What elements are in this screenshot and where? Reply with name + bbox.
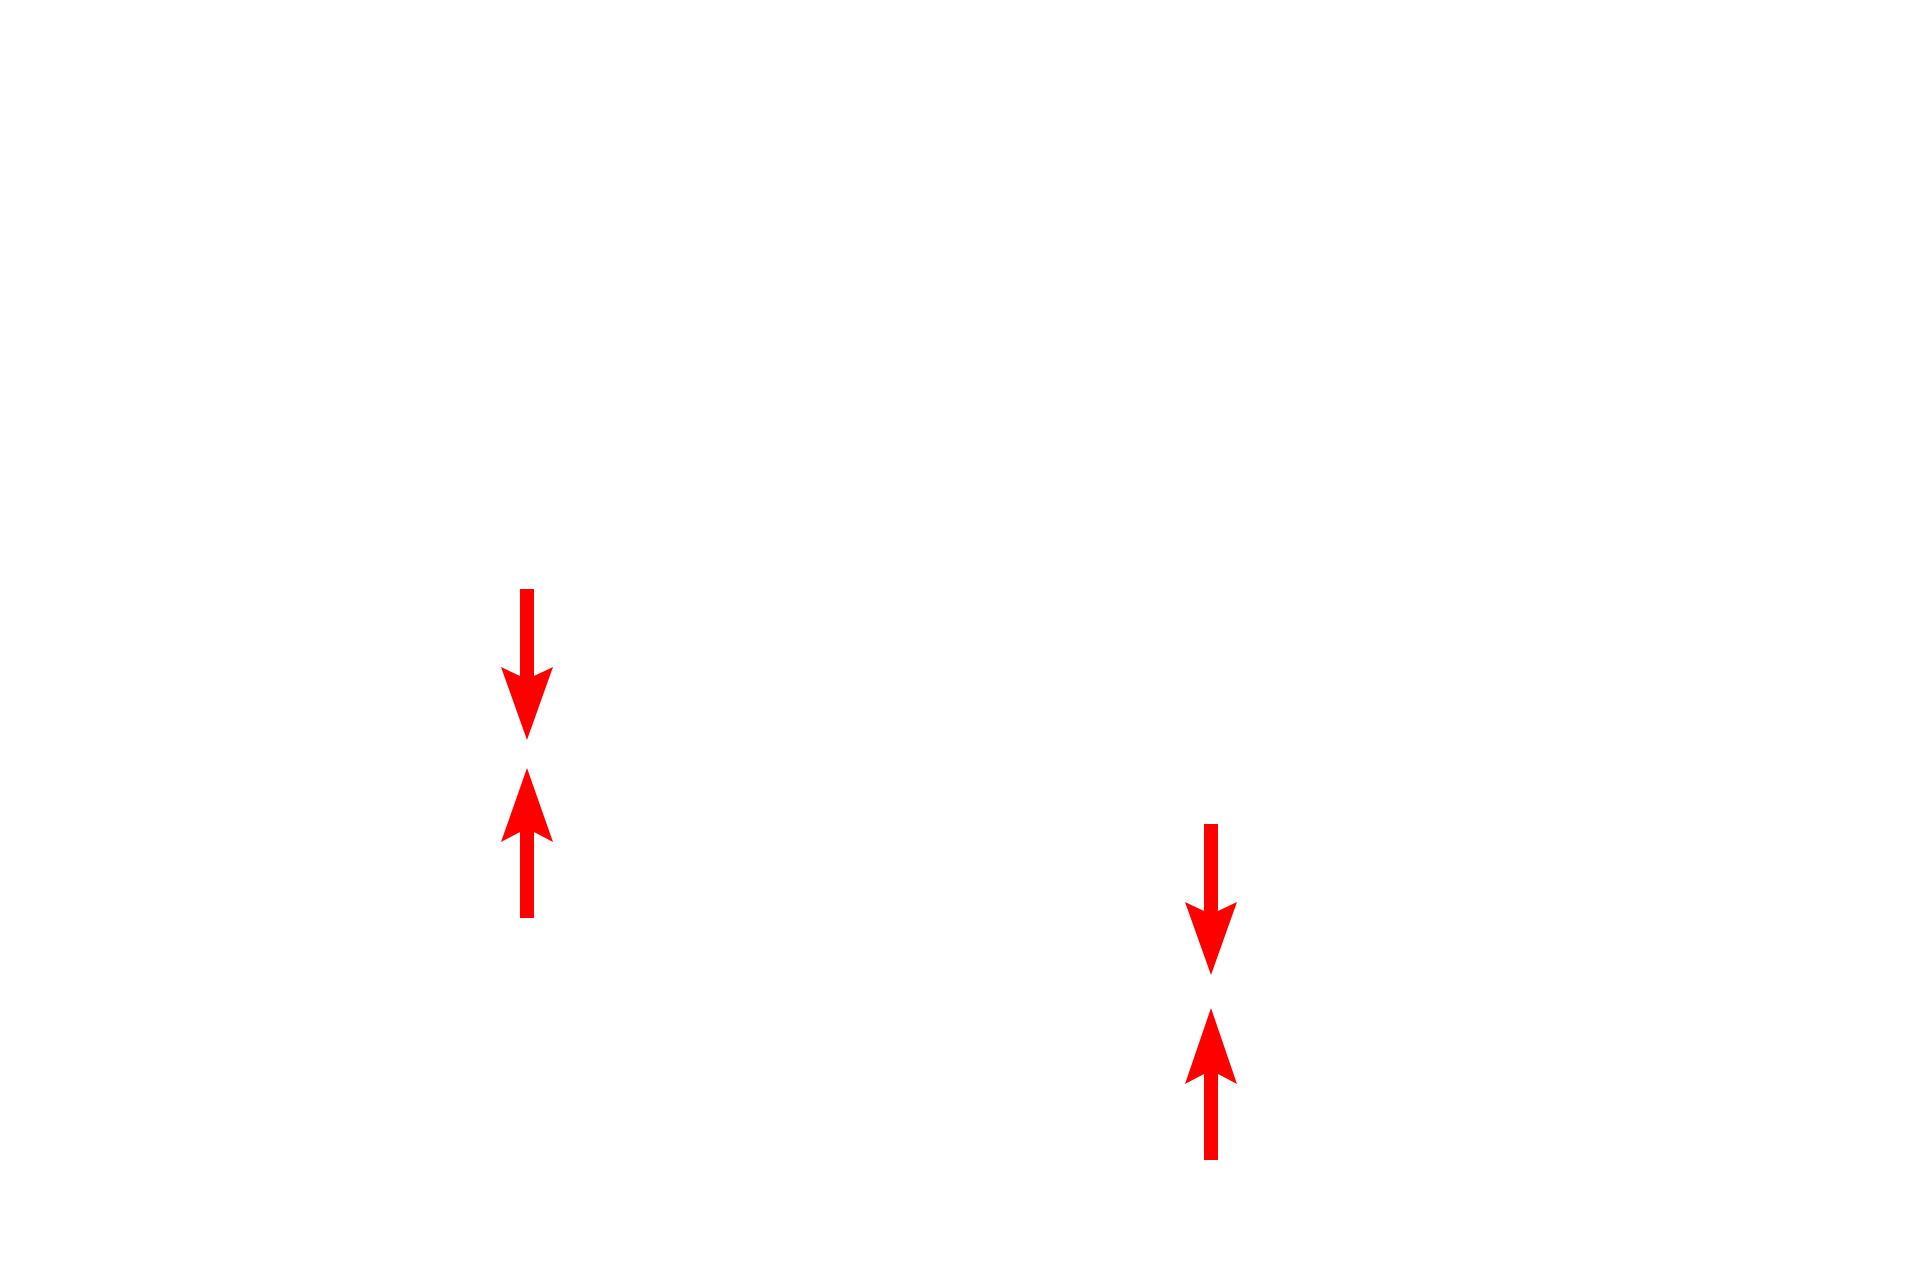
arrow-pair-left [501,589,553,918]
arrow-down-icon [1185,824,1237,975]
arrow-down-icon [501,589,553,740]
arrow-up-icon [501,768,553,918]
arrow-up-icon [1185,1008,1237,1160]
arrow-pair-right [1185,824,1237,1160]
